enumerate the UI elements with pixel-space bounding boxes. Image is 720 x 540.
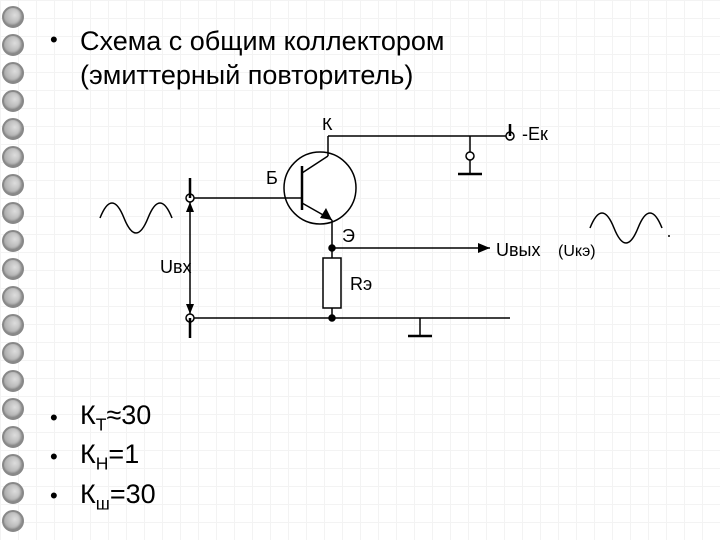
label-uke: (Uкэ) — [558, 243, 596, 260]
slide-content: • Схема с общим коллектором (эмиттерный … — [50, 24, 700, 96]
param-row-0: • КТ≈30 — [50, 400, 156, 435]
label-emitter: Э — [342, 226, 355, 246]
title-line2: (эмиттерный повторитель) — [80, 60, 413, 90]
param-row-2: • Кш=30 — [50, 479, 156, 514]
label-uout: Uвых — [496, 240, 541, 260]
param-0: КТ≈30 — [80, 400, 151, 435]
input-wave-icon — [100, 203, 172, 233]
bullet-icon: • — [50, 405, 80, 431]
spiral-binding — [0, 0, 30, 540]
circuit-diagram: К Б Э Uвх Uвых (Uкэ) -Eк Rэ — [70, 118, 670, 378]
output-wave-icon — [590, 213, 662, 243]
parameters-list: • КТ≈30 • КН=1 • Кш=30 — [50, 400, 156, 518]
param-row-1: • КН=1 — [50, 439, 156, 474]
bullet-icon: • — [50, 483, 80, 509]
circuit-svg: К Б Э Uвх Uвых (Uкэ) -Eк Rэ — [70, 118, 670, 378]
label-uin: Uвх — [160, 257, 192, 277]
label-base: Б — [266, 168, 278, 188]
bullet-icon: • — [50, 444, 80, 470]
resistor-re — [323, 258, 341, 308]
label-re: Rэ — [350, 274, 372, 294]
title-line1: Схема с общим коллектором — [80, 26, 445, 56]
param-1: КН=1 — [80, 439, 139, 474]
param-2: Кш=30 — [80, 479, 156, 514]
label-ek: -Eк — [522, 124, 548, 144]
bullet-icon: • — [50, 24, 80, 56]
label-collector: К — [322, 118, 333, 134]
title-row: • Схема с общим коллектором (эмиттерный … — [50, 24, 700, 92]
slide-title: Схема с общим коллектором (эмиттерный по… — [80, 24, 445, 92]
